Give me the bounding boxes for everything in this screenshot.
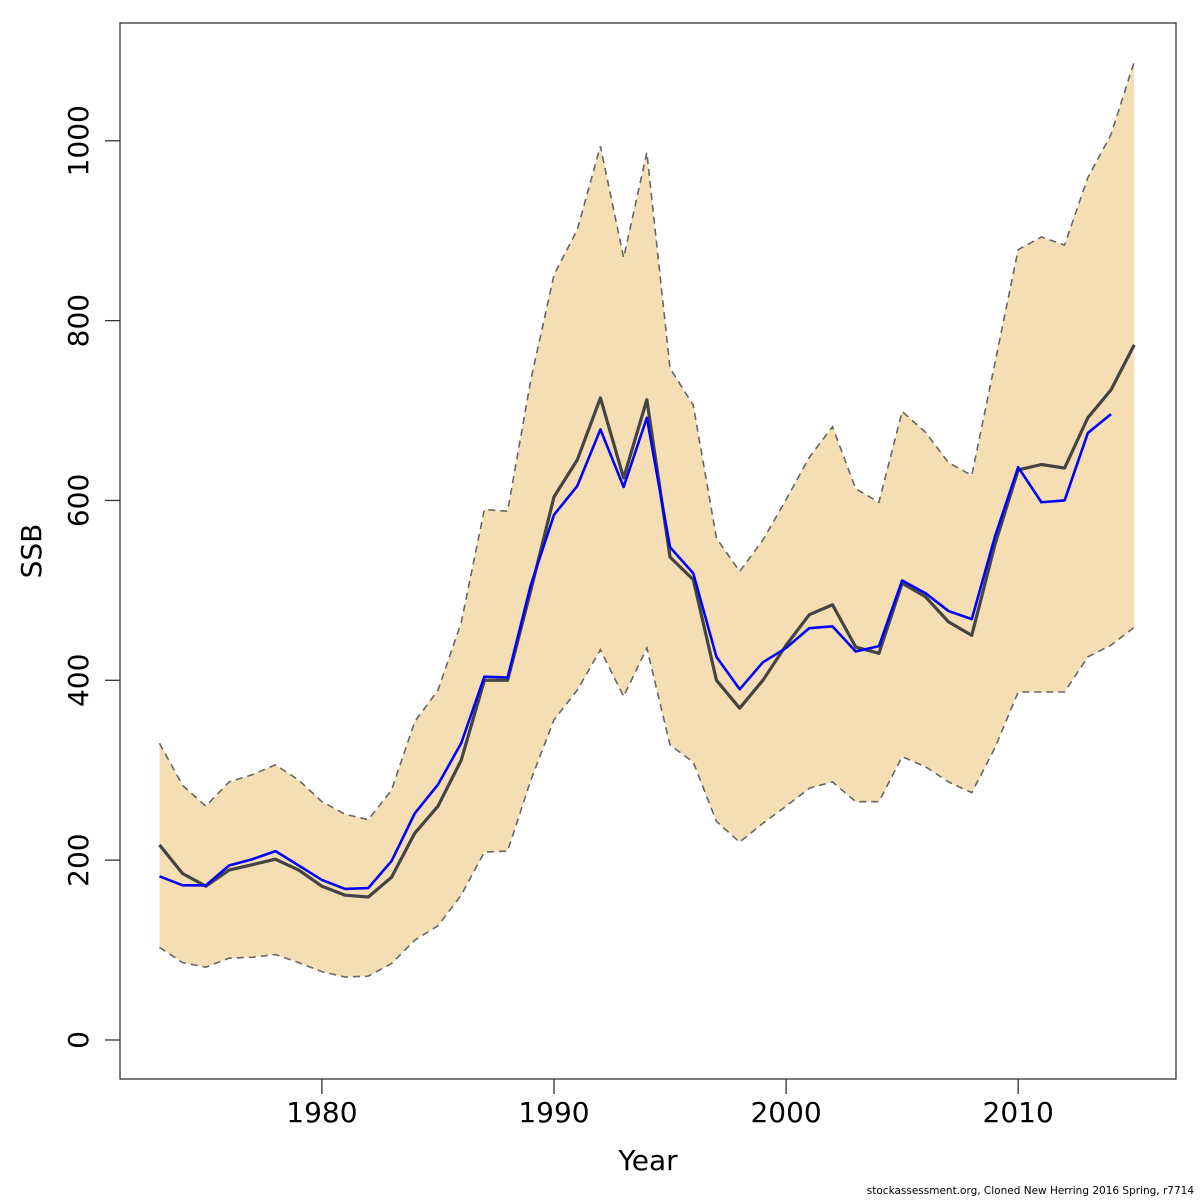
band-edge	[159, 626, 1135, 978]
y-tick-label: 400	[62, 654, 95, 707]
x-tick-label: 2000	[750, 1096, 821, 1129]
band-edge	[158, 61, 1135, 821]
y-tick-label: 1000	[62, 105, 95, 176]
confidence-band	[159, 61, 1135, 978]
plot-frame	[119, 22, 1177, 1080]
x-axis-title: Year	[617, 1144, 678, 1177]
y-tick-label: 0	[62, 1031, 95, 1049]
series-line	[158, 344, 1136, 899]
x-tick-label: 2010	[983, 1096, 1054, 1129]
y-tick-label: 200	[62, 833, 95, 886]
y-axis-title: SSB	[15, 524, 48, 579]
x-tick-label: 1990	[518, 1096, 589, 1129]
y-tick-label: 800	[62, 294, 95, 347]
x-tick-label: 1980	[286, 1096, 357, 1129]
footnote: stockassessment.org, Cloned New Herring …	[867, 1185, 1195, 1197]
series-line	[158, 413, 1112, 891]
y-tick-label: 600	[62, 474, 95, 527]
